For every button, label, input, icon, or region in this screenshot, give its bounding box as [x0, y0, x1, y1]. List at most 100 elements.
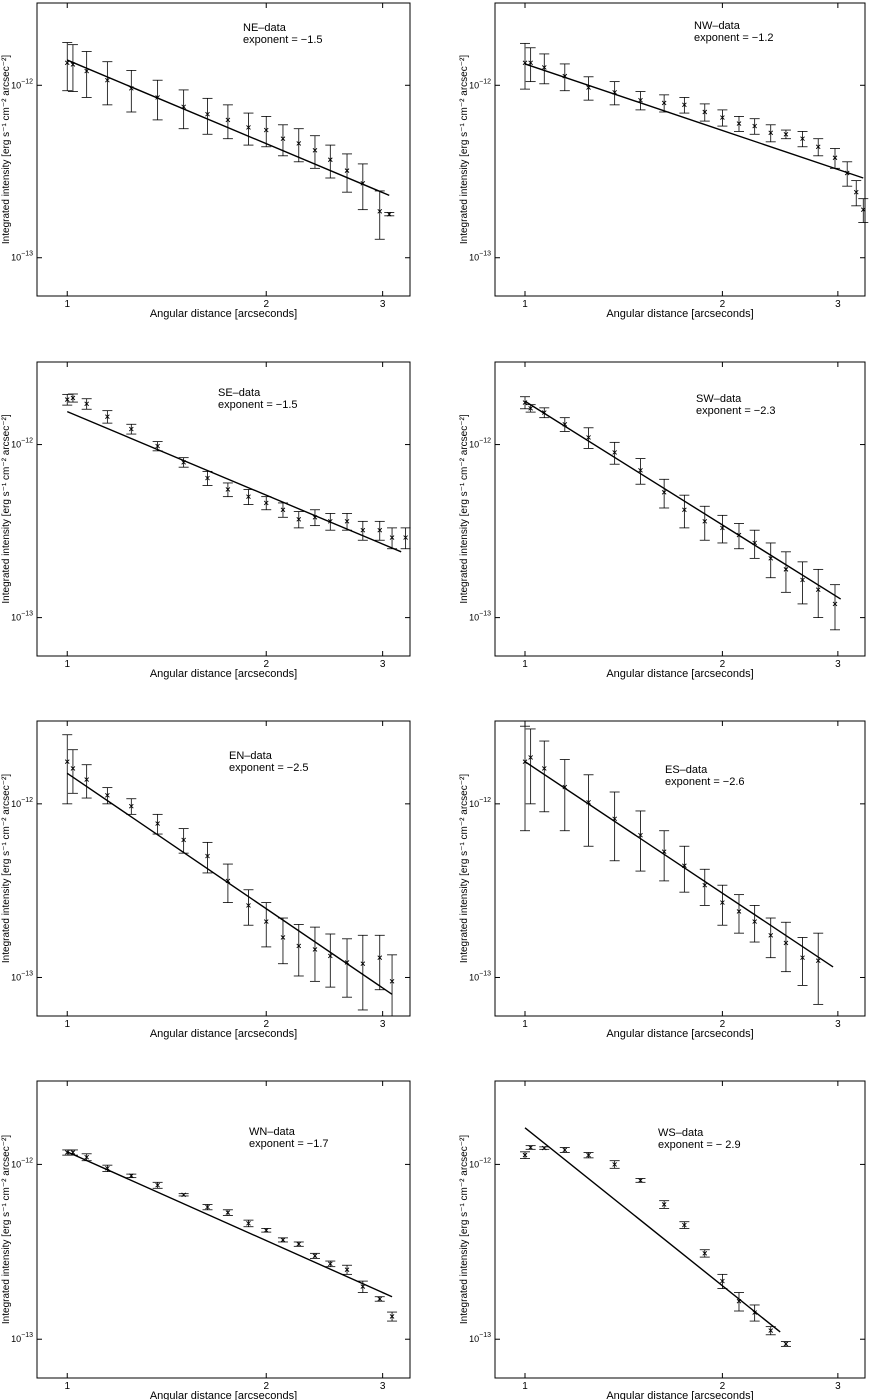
x-tick-label: 1 [64, 659, 70, 670]
data-point [64, 759, 70, 764]
y-tick-label: 10−12 [11, 78, 33, 90]
y-tick-label: 10−13 [469, 251, 491, 263]
y-tick-base: 10 [11, 80, 21, 90]
x-axis-label: Angular distance [arcseconds] [606, 1390, 753, 1400]
exponent-annotation: exponent = −1.5 [218, 399, 298, 411]
data-point [344, 168, 350, 173]
y-tick-label: 10−12 [11, 797, 33, 809]
y-tick-label: 10−12 [469, 797, 491, 809]
data-point [205, 853, 210, 859]
exponent-annotation: exponent = − 2.9 [658, 1139, 741, 1151]
y-tick-exponent: −12 [479, 78, 491, 85]
data-point [541, 65, 547, 70]
data-point [702, 519, 708, 524]
plot-frame [494, 1080, 866, 1379]
y-tick-label: 10−13 [469, 611, 491, 623]
data-point [225, 487, 231, 492]
plot-frame [36, 720, 411, 1017]
x-tick-label: 2 [720, 1019, 726, 1030]
y-tick-base: 10 [469, 799, 479, 809]
data-point [682, 507, 687, 513]
y-tick-base: 10 [11, 1334, 21, 1344]
y-tick-exponent: −12 [479, 438, 491, 445]
x-tick-label: 3 [380, 659, 386, 670]
y-axis-label: Integrated intensity [erg s⁻¹ cm⁻² arcse… [459, 414, 470, 603]
data-point [225, 117, 231, 123]
x-tick-label: 1 [522, 1019, 528, 1030]
data-point [84, 777, 89, 782]
y-tick-exponent: −12 [21, 1157, 33, 1164]
plot-frame [36, 361, 411, 657]
y-tick-exponent: −13 [21, 251, 33, 258]
y-tick-label: 10−13 [11, 251, 33, 263]
data-point [105, 77, 110, 83]
data-point [720, 900, 725, 905]
y-tick-label: 10−12 [11, 1157, 33, 1169]
data-point [768, 1328, 774, 1333]
data-point [853, 189, 859, 195]
data-point [815, 958, 821, 963]
panel-title: WN–data [249, 1126, 296, 1138]
y-tick-exponent: −12 [21, 78, 33, 85]
data-point [389, 535, 395, 540]
data-point [832, 155, 838, 161]
x-tick-label: 2 [263, 1019, 269, 1030]
y-tick-exponent: −13 [479, 251, 491, 258]
fit-line [524, 761, 834, 968]
data-point [128, 1173, 134, 1179]
y-tick-label: 10−12 [469, 1157, 491, 1169]
x-tick-label: 1 [522, 659, 528, 670]
y-tick-exponent: −13 [21, 970, 33, 977]
data-point [280, 935, 286, 940]
data-point [360, 961, 366, 967]
data-point [360, 527, 366, 533]
x-tick-label: 2 [263, 1381, 269, 1392]
data-point [768, 932, 774, 938]
panel-title: ES–data [665, 764, 708, 776]
y-tick-base: 10 [11, 440, 21, 450]
data-point [263, 127, 269, 133]
x-axis-label: Angular distance [arcseconds] [606, 1028, 753, 1040]
y-axis-label: Integrated intensity [erg s⁻¹ cm⁻² arcse… [1, 55, 12, 244]
data-point [246, 125, 251, 130]
data-point [246, 1221, 251, 1226]
y-axis-label: Integrated intensity [erg s⁻¹ cm⁻² arcse… [459, 1135, 470, 1324]
x-tick-label: 3 [835, 659, 841, 670]
data-point [612, 1162, 617, 1167]
data-point [682, 1222, 687, 1228]
y-tick-exponent: −12 [479, 1157, 491, 1164]
data-point [296, 1241, 302, 1247]
y-axis-label: Integrated intensity [erg s⁻¹ cm⁻² arcse… [459, 774, 470, 963]
x-tick-label: 2 [263, 299, 269, 310]
data-point [586, 1152, 591, 1158]
data-point [682, 102, 687, 108]
data-point [296, 943, 302, 949]
data-point [360, 1284, 366, 1289]
data-point [720, 115, 725, 120]
data-point [541, 766, 547, 771]
x-tick-label: 1 [64, 299, 70, 310]
data-point [638, 467, 643, 473]
data-point [783, 131, 789, 137]
y-tick-exponent: −13 [479, 970, 491, 977]
data-point [64, 397, 70, 402]
data-point [768, 130, 774, 136]
x-tick-label: 1 [522, 1381, 528, 1392]
y-tick-base: 10 [469, 440, 479, 450]
x-axis-label: Angular distance [arcseconds] [150, 1028, 297, 1040]
panel-title: NW–data [694, 20, 741, 32]
data-point [815, 587, 821, 593]
data-point [128, 426, 134, 432]
y-tick-base: 10 [11, 253, 21, 263]
data-point [702, 109, 708, 115]
data-point [246, 494, 251, 499]
y-tick-exponent: −13 [479, 611, 491, 618]
data-point [800, 577, 805, 583]
data-point [84, 1154, 89, 1160]
data-point [377, 1296, 383, 1302]
data-point [389, 1314, 395, 1319]
data-point [783, 940, 789, 946]
